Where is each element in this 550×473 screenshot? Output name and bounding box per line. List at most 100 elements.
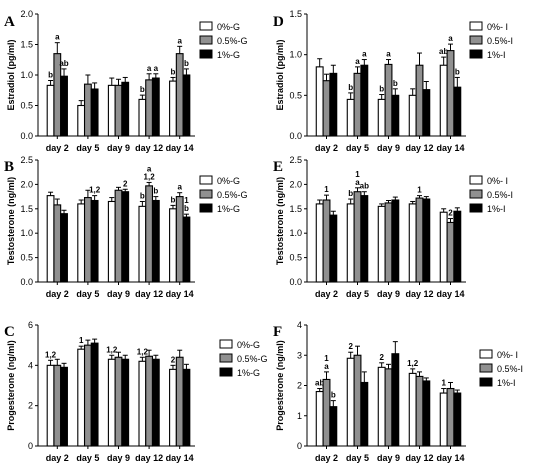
panel-e-bar (415, 197, 424, 283)
panel-c-bar (151, 358, 160, 447)
panel-f-y-tick-label: 0 (297, 441, 302, 451)
panel-e-legend-label: 1%-I (487, 204, 506, 214)
panel-e-bar (322, 199, 331, 283)
panel-f-y-tick-label: 2 (297, 381, 302, 391)
panel-e-legend-swatch (469, 203, 483, 213)
panel-b-annotation: b (184, 204, 189, 213)
panel-a-bar (175, 53, 184, 137)
panel-b-legend-label: 0.5%-G (217, 190, 248, 200)
panel-b-legend-label: 0%-G (217, 176, 240, 186)
panel-d-y-label: Estradiol (pg/ml) (275, 39, 285, 110)
panel-d-y-tick-label: 1.5 (289, 9, 302, 19)
panel-d-legend-swatch (469, 35, 483, 45)
panel-a-bar (114, 84, 123, 137)
panel-c-bar (46, 364, 55, 447)
panel-b-bar (138, 205, 147, 283)
panel-a-x-tick-label: day 9 (107, 143, 130, 153)
panel-c-bar (169, 368, 177, 447)
panel-d-legend-label: 0.5%-I (487, 36, 513, 46)
panel-b-annotation: a (147, 164, 152, 173)
panel-a-y-label: Estradiol (pg/ml) (6, 39, 16, 110)
panel-b-legend-swatch (199, 175, 213, 185)
panel-a-bar (182, 74, 191, 137)
panel-c-bar (114, 356, 123, 447)
panel-e-x-tick-label: day 14 (436, 289, 464, 299)
panel-b-bar (77, 203, 86, 283)
panel-a-annotation: a (177, 36, 182, 45)
panel-a-legend-label: 0.5%-G (217, 36, 248, 46)
panel-e-bar (384, 202, 393, 283)
panel-b-y-label: Testosterone (ng/ml) (6, 177, 16, 265)
panel-b-bar (46, 195, 55, 283)
panel-b-annotation: 1,2 (144, 172, 156, 181)
panel-d-annotation: a (355, 57, 360, 66)
panel-a-y-tick-label: 1.0 (20, 70, 33, 80)
panel-f-annotation: ab (315, 379, 324, 388)
panel-b-bar (53, 204, 62, 283)
panel-c-annotation: 1,2 (45, 350, 57, 359)
panel-d-bar (446, 50, 455, 137)
panel-a-legend-label: 0%-G (217, 22, 240, 32)
panel-b-bar (175, 196, 184, 283)
panel-a-annotation: b (171, 67, 176, 76)
panel-e-legend-label: 0%- I (487, 176, 508, 186)
panel-a-bar (90, 88, 99, 137)
panel-b-x-tick-label: day 5 (76, 289, 99, 299)
panel-f-y-tick-label: 1 (297, 411, 302, 421)
panel-a-x-tick-label: day 5 (76, 143, 99, 153)
panel-e-y-tick-label: 0.0 (289, 277, 302, 287)
panel-d-x-tick-label: day 9 (377, 143, 400, 153)
panel-f-bar (408, 372, 417, 447)
panel-f-legend-label: 1%-I (497, 378, 516, 388)
panel-e-legend-swatch (469, 175, 483, 185)
panel-c-legend-swatch (219, 353, 233, 363)
panel-f-annotation: a (324, 362, 329, 371)
panel-c-bar (60, 366, 68, 447)
panel-d-annotation: b (348, 83, 353, 92)
panel-c-x-tick-label: day 12 (135, 453, 163, 463)
panel-d-bar (329, 72, 338, 137)
panel-d-bar (322, 80, 331, 137)
panel-a-y-tick-label: 1.5 (20, 40, 33, 50)
panel-e-annotation: b (348, 189, 353, 198)
panel-a-annotation: b (140, 85, 145, 94)
panel-b-bar (169, 208, 177, 283)
panel-b-letter: B (4, 159, 14, 175)
panel-b-x-tick-label: day 2 (46, 289, 69, 299)
panel-d-x-tick-label: day 5 (346, 143, 369, 153)
panel-e-bar (446, 221, 455, 283)
panel-c-x-tick-label: day 2 (46, 453, 69, 463)
panel-b-bar (60, 213, 68, 283)
panel-c-annotation: 2 (171, 355, 176, 364)
panel-d-bar (377, 98, 386, 137)
panel-c-y-tick-label: 4 (28, 360, 33, 370)
panel-a-bar (169, 80, 177, 137)
panel-d-bar (315, 66, 324, 137)
panel-b-annotation: 1,2 (89, 186, 101, 195)
panel-c-annotation: 1,2 (106, 345, 118, 354)
panel-e-letter: E (273, 159, 283, 175)
panel-e-bar (346, 203, 355, 283)
panel-a-bar (60, 75, 68, 137)
panel-c-x-tick-label: day 9 (107, 453, 130, 463)
panel-b-y-tick-label: 0.5 (20, 253, 33, 263)
panel-f-annotation: 1,2 (407, 359, 419, 368)
panel-b-annotation: 1 (184, 196, 189, 205)
panel-e-y-tick-label: 1.0 (289, 228, 302, 238)
panel-f-annotation: 2 (379, 353, 384, 362)
panel-f-bar (415, 375, 424, 447)
panel-f-bar (346, 357, 355, 447)
panel-f-letter: F (273, 324, 282, 340)
panel-c-annotation: 1 (79, 336, 84, 345)
panel-d-annotation: b (379, 85, 384, 94)
panel-a-legend-swatch (199, 21, 213, 31)
panel-d-annotation: a (448, 34, 453, 43)
panel-f-x-tick-label: day 5 (346, 453, 369, 463)
panel-d-annotation: a (386, 50, 391, 59)
panel-a-annotation: b (184, 59, 189, 68)
panel-b-bar (145, 185, 154, 283)
panel-e-x-tick-label: day 12 (405, 289, 433, 299)
panel-b-annotation: b (171, 195, 176, 204)
panel-e-y-tick-label: 0.5 (289, 253, 302, 263)
